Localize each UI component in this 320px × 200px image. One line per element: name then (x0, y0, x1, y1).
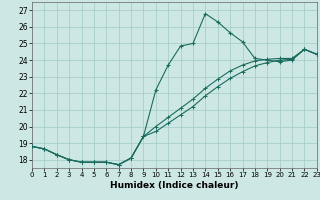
X-axis label: Humidex (Indice chaleur): Humidex (Indice chaleur) (110, 181, 239, 190)
